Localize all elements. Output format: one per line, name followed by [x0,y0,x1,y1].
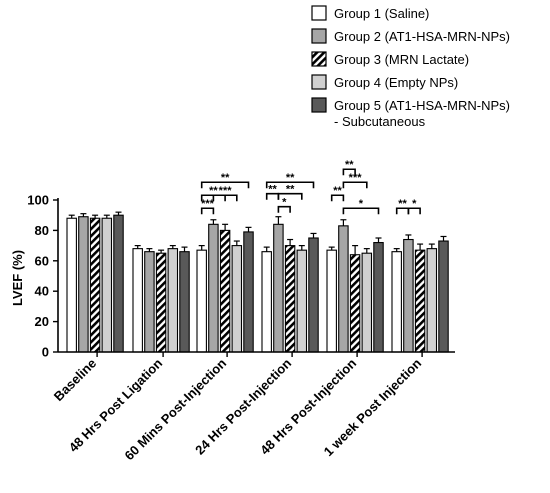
bar [391,251,402,353]
bar [101,217,113,353]
significance-label: * [359,198,364,210]
y-tick-label-20: 20 [35,314,49,329]
bar [338,225,349,353]
bar [167,248,179,353]
bar [89,217,101,353]
significance-label: *** [201,198,215,210]
bar [219,229,231,353]
bar [113,214,124,353]
legend-label-group-1: Group 1 (Saline) [334,6,429,21]
significance-bracket [212,194,238,202]
legend-label-group-2: Group 2 (AT1-HSA-MRN-NPs) [334,29,510,44]
significance-label: * [412,198,417,210]
y-tick-label-80: 80 [35,223,49,238]
bar [273,223,284,353]
bar [208,223,219,353]
bar [155,252,167,353]
bar [403,238,414,353]
legend-swatch-group-1 [311,5,327,21]
significance-bracket [407,207,421,215]
bar [373,242,384,353]
significance-label: *** [219,185,233,197]
significance-bracket [342,181,368,189]
bar [361,252,373,353]
significance-label: ** [221,172,230,184]
significance-brackets: ********** *************** ** * [200,159,421,215]
legend-label-group-4: Group 4 (Empty NPs) [334,75,458,90]
significance-label: *** [349,172,363,184]
bar [296,249,308,353]
y-tick-label-0: 0 [42,345,49,360]
bar [144,251,155,353]
legend-swatch-group-4 [311,74,327,90]
significance-bracket [200,181,250,189]
significance-label: ** [286,172,295,184]
legend-label-group-3: Group 3 (MRN Lactate) [334,52,469,67]
legend-swatch-group-5 [311,97,327,113]
significance-bracket [265,181,315,189]
significance-bracket [330,194,345,202]
legend-label-group-5: - Subcutaneous [334,114,426,129]
y-tick-label-60: 60 [35,253,49,268]
significance-label: ** [398,198,407,210]
bar [426,248,438,353]
y-axis-title: LVEF (%) [10,250,25,306]
y-axis: 0 20 40 60 80 100 [27,193,59,360]
significance-bracket [277,192,303,200]
bar [231,245,243,353]
bars [66,211,449,353]
legend-swatch-group-3 [311,51,327,67]
significance-label: ** [333,185,342,197]
bar [78,216,89,353]
significance-label: ** [268,184,277,196]
bar [438,240,449,353]
bar [308,237,319,353]
bar [196,249,207,353]
x-tick-label: Baseline [51,356,99,404]
bar [349,254,361,353]
significance-bracket [342,207,380,215]
bar [66,217,77,353]
bar [414,249,426,353]
significance-label: * [282,197,287,209]
significance-label: ** [345,159,354,171]
legend-label-group-5: Group 5 (AT1-HSA-MRN-NPs) [334,98,510,113]
significance-label: ** [209,185,218,197]
bar [179,251,190,353]
bar [261,251,272,353]
significance-bracket [200,207,215,215]
bar [284,245,296,353]
significance-bracket [342,168,356,176]
significance-label: ** [286,184,295,196]
legend: Group 1 (Saline) Group 2 (AT1-HSA-MRN-NPs… [311,5,510,129]
bar [243,231,254,353]
bar [132,248,143,353]
y-tick-label-100: 100 [27,193,49,208]
significance-bracket [277,205,291,213]
y-tick-label-40: 40 [35,284,49,299]
bar [326,249,337,353]
legend-swatch-group-2 [311,28,327,44]
